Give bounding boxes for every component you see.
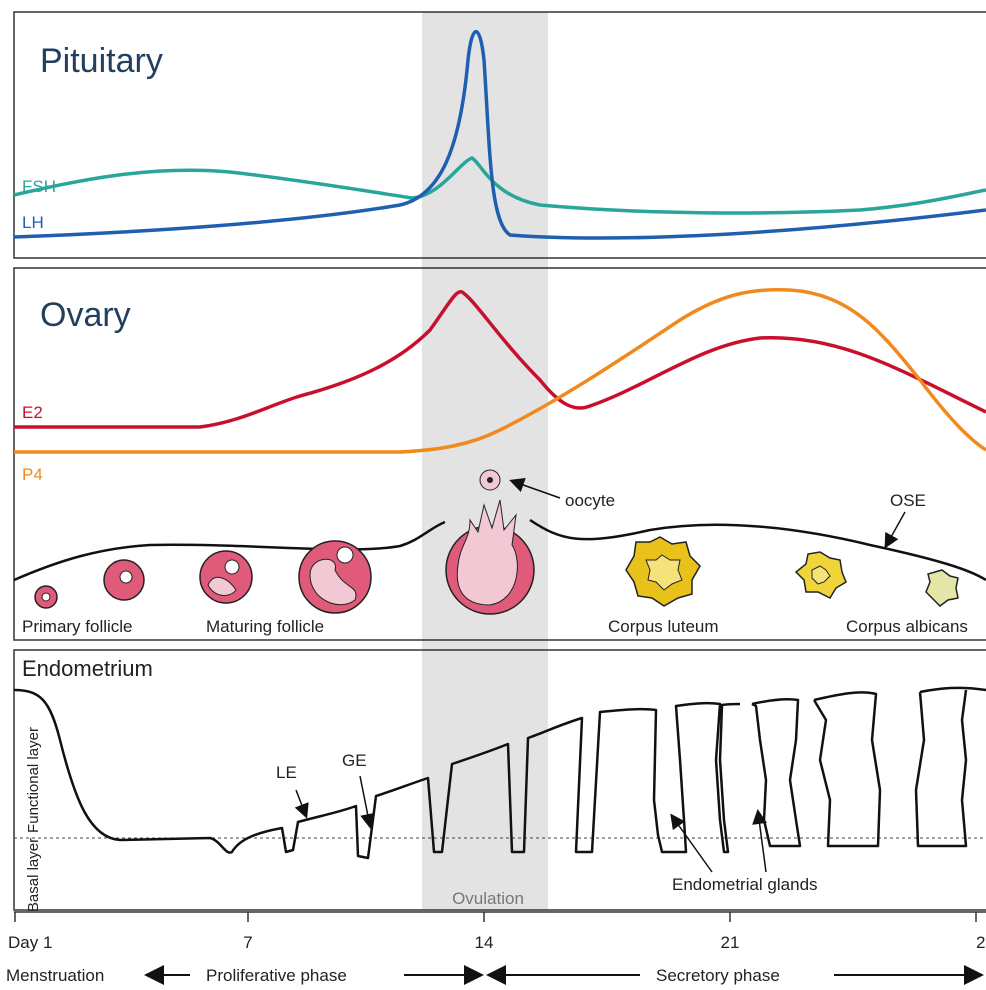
arrow [296, 790, 306, 816]
panel-title: Endometrium [22, 656, 153, 681]
ovulation-label: Ovulation [452, 889, 524, 908]
oocyte-icon [337, 547, 353, 563]
le-label: LE [276, 763, 297, 782]
phase-label: Menstruation [6, 966, 104, 985]
day-label: 7 [243, 933, 252, 952]
ose-label: OSE [890, 491, 926, 510]
day-label: 2 [976, 933, 985, 952]
ge-label: GE [342, 751, 367, 770]
day-label: Day 1 [8, 933, 52, 952]
oocyte-label: oocyte [565, 491, 615, 510]
panel-title: Ovary [40, 296, 131, 334]
panel-title: Pituitary [40, 42, 163, 80]
axis-ticks [15, 912, 976, 922]
structure-label: Corpus luteum [608, 617, 719, 636]
phase-label: Proliferative phase [206, 966, 347, 985]
arrow [672, 816, 712, 872]
structure-label: Primary follicle [22, 617, 133, 636]
oocyte-icon [225, 560, 239, 574]
day-label: 21 [721, 933, 740, 952]
arrow [360, 776, 370, 826]
lh-label: LH [22, 213, 44, 232]
glands-label: Endometrial glands [672, 875, 818, 894]
e2-label: E2 [22, 403, 43, 422]
corpus-albicans [926, 570, 958, 606]
phase-label: Secretory phase [656, 966, 780, 985]
p4-label: P4 [22, 465, 43, 484]
layer-label: Functional layer [25, 727, 42, 833]
oocyte-icon [120, 571, 132, 583]
oocyte-icon [42, 593, 50, 601]
day-label: 14 [475, 933, 494, 952]
structure-label: Corpus albicans [846, 617, 968, 636]
oocyte-nucleus [487, 477, 493, 483]
ovary-surface [530, 520, 986, 580]
menstrual-cycle-diagram: Ovulation Pituitary FSH LH Ovary E2 P4 o… [0, 0, 986, 990]
layer-label: Basal layer [25, 838, 42, 912]
ovulation-band [422, 12, 548, 910]
arrow [886, 512, 905, 546]
structure-label: Maturing follicle [206, 617, 324, 636]
